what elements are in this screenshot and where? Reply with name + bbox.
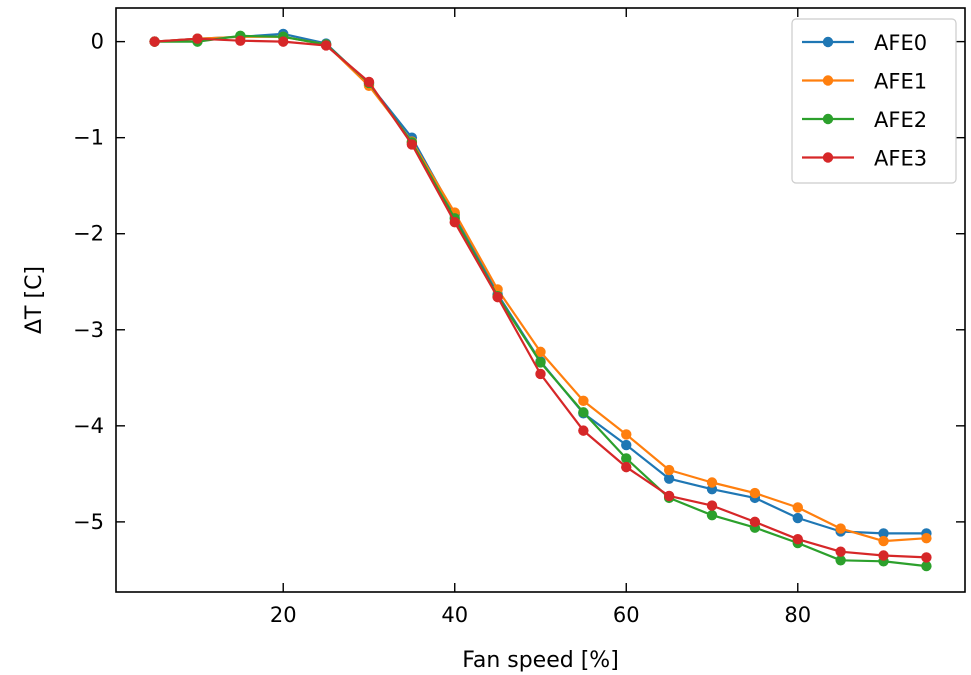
- data-point-afe2: [706, 509, 718, 521]
- data-point-afe3: [706, 500, 718, 511]
- x-tick-label: 80: [784, 603, 811, 627]
- y-tick-label: −2: [73, 222, 104, 246]
- x-axis-ticks: 20 40 60 80: [270, 8, 811, 627]
- data-point-afe2: [921, 560, 932, 572]
- data-point-afe3: [278, 36, 289, 47]
- y-tick-label: −1: [73, 126, 104, 150]
- y-axis-ticks: 0 −1 −2 −3 −4 −5: [73, 30, 965, 534]
- plot-data: [149, 28, 932, 572]
- x-axis-label: Fan speed [%]: [462, 648, 619, 673]
- y-tick-label: −3: [73, 318, 104, 342]
- y-axis-label: ΔT [C]: [22, 266, 47, 334]
- legend-label-afe0: AFE0: [874, 31, 927, 55]
- legend-label-afe3: AFE3: [874, 147, 927, 171]
- data-point-afe3: [149, 36, 160, 47]
- x-tick-label: 40: [441, 603, 468, 627]
- x-tick-label: 60: [613, 603, 640, 627]
- legend-label-afe1: AFE1: [874, 70, 927, 94]
- data-point-afe3: [449, 216, 460, 228]
- legend: AFE0 AFE1 AFE2 AFE3: [791, 18, 957, 184]
- data-point-afe1: [749, 487, 761, 499]
- legend-box: [791, 18, 957, 184]
- data-point-afe1: [535, 346, 546, 358]
- legend-label-afe2: AFE2: [874, 108, 927, 132]
- data-point-afe3: [578, 425, 589, 436]
- data-point-afe3: [878, 550, 889, 561]
- plot-frame: [115, 7, 966, 593]
- y-tick-label: 0: [91, 30, 104, 54]
- data-point-afe3: [492, 291, 503, 303]
- data-point-afe2: [835, 555, 846, 566]
- data-point-afe0: [792, 512, 803, 524]
- data-point-afe3: [835, 546, 846, 557]
- data-point-afe1: [578, 395, 589, 407]
- legend-marker-afe2: [822, 113, 834, 125]
- data-point-afe3: [621, 461, 632, 473]
- data-point-afe3: [921, 552, 932, 563]
- data-point-afe0: [621, 439, 632, 451]
- x-tick-label: 20: [270, 603, 297, 627]
- data-point-afe3: [535, 368, 546, 380]
- data-point-afe3: [363, 76, 375, 88]
- data-point-afe1: [706, 477, 718, 488]
- data-point-afe1: [621, 429, 632, 440]
- data-point-afe0: [878, 528, 889, 539]
- legend-marker-afe0: [822, 36, 834, 48]
- data-point-afe2: [621, 453, 632, 464]
- data-point-afe1: [878, 535, 889, 547]
- y-tick-label: −4: [73, 414, 104, 438]
- legend-marker-afe3: [822, 152, 834, 163]
- y-tick-label: −5: [73, 510, 104, 534]
- data-point-afe3: [663, 490, 675, 502]
- data-point-afe1: [835, 523, 846, 534]
- data-point-afe3: [235, 35, 246, 46]
- data-point-afe3: [792, 533, 803, 545]
- data-point-afe1: [663, 464, 675, 476]
- data-point-afe0: [663, 473, 675, 484]
- data-point-afe3: [192, 33, 203, 44]
- data-point-afe2: [578, 407, 589, 418]
- data-point-afe1: [792, 502, 803, 513]
- data-point-afe3: [320, 40, 332, 51]
- data-point-afe3: [749, 516, 761, 528]
- data-point-afe1: [921, 533, 932, 544]
- data-point-afe2: [535, 357, 546, 368]
- data-point-afe3: [406, 139, 418, 150]
- legend-marker-afe1: [822, 75, 834, 86]
